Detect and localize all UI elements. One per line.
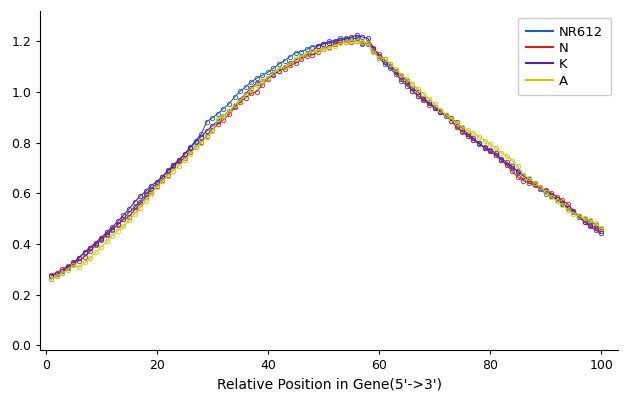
A <box>559 202 566 207</box>
X-axis label: Relative Position in Gene(5'->3'): Relative Position in Gene(5'->3') <box>216 378 442 392</box>
NR612 <box>576 214 583 218</box>
Line: A: A <box>49 38 603 281</box>
K <box>153 179 160 184</box>
A <box>381 56 388 61</box>
Line: K: K <box>49 33 603 278</box>
NR612 <box>153 181 160 186</box>
N <box>598 229 605 234</box>
N <box>175 159 183 164</box>
NR612 <box>342 36 350 41</box>
A <box>598 226 605 231</box>
K <box>331 39 338 44</box>
K <box>381 59 388 64</box>
K <box>353 33 360 38</box>
A <box>47 277 55 282</box>
N <box>576 215 583 220</box>
N <box>331 42 338 46</box>
NR612 <box>175 157 183 162</box>
A <box>347 38 355 43</box>
Legend: NR612, N, K, A: NR612, N, K, A <box>518 18 611 96</box>
A <box>175 163 183 168</box>
K <box>559 201 566 206</box>
A <box>576 213 583 218</box>
N <box>353 39 360 44</box>
N <box>153 184 160 189</box>
NR612 <box>331 38 338 43</box>
NR612 <box>47 276 55 281</box>
NR612 <box>598 227 605 232</box>
A <box>153 185 160 189</box>
K <box>175 158 183 163</box>
N <box>47 272 55 277</box>
K <box>598 231 605 236</box>
A <box>331 44 338 48</box>
K <box>576 214 583 219</box>
NR612 <box>381 61 388 66</box>
NR612 <box>559 201 566 206</box>
Line: N: N <box>49 39 603 277</box>
K <box>47 273 55 278</box>
Line: NR612: NR612 <box>49 36 603 281</box>
N <box>381 57 388 62</box>
N <box>559 198 566 203</box>
